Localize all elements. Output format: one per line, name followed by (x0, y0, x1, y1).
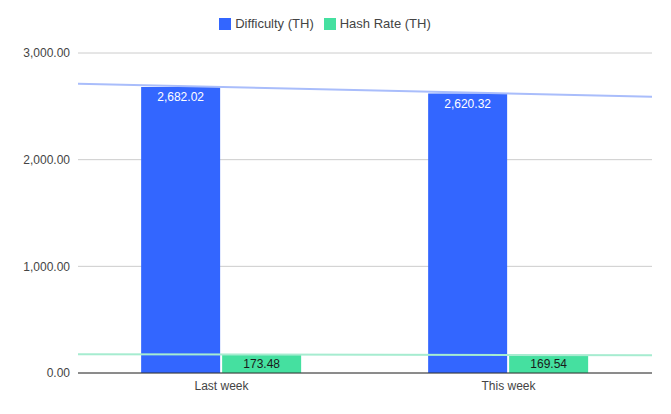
svg-text:173.48: 173.48 (243, 357, 280, 371)
svg-text:0.00: 0.00 (47, 366, 71, 380)
html-text:Hash Rate (TH): Hash Rate (TH) (339, 16, 431, 31)
svg-text:This week: This week (481, 379, 536, 393)
html-text:Difficulty (TH): Difficulty (TH) (235, 16, 314, 31)
svg-text:2,682.02: 2,682.02 (157, 90, 204, 104)
svg-text:1,000.00: 1,000.00 (23, 260, 70, 274)
svg-text:169.54: 169.54 (530, 357, 567, 371)
svg-text:2,620.32: 2,620.32 (444, 97, 491, 111)
svg-text:Last week: Last week (194, 379, 249, 393)
svg-text:3,000.00: 3,000.00 (23, 46, 70, 60)
svg-text:2,000.00: 2,000.00 (23, 153, 70, 167)
